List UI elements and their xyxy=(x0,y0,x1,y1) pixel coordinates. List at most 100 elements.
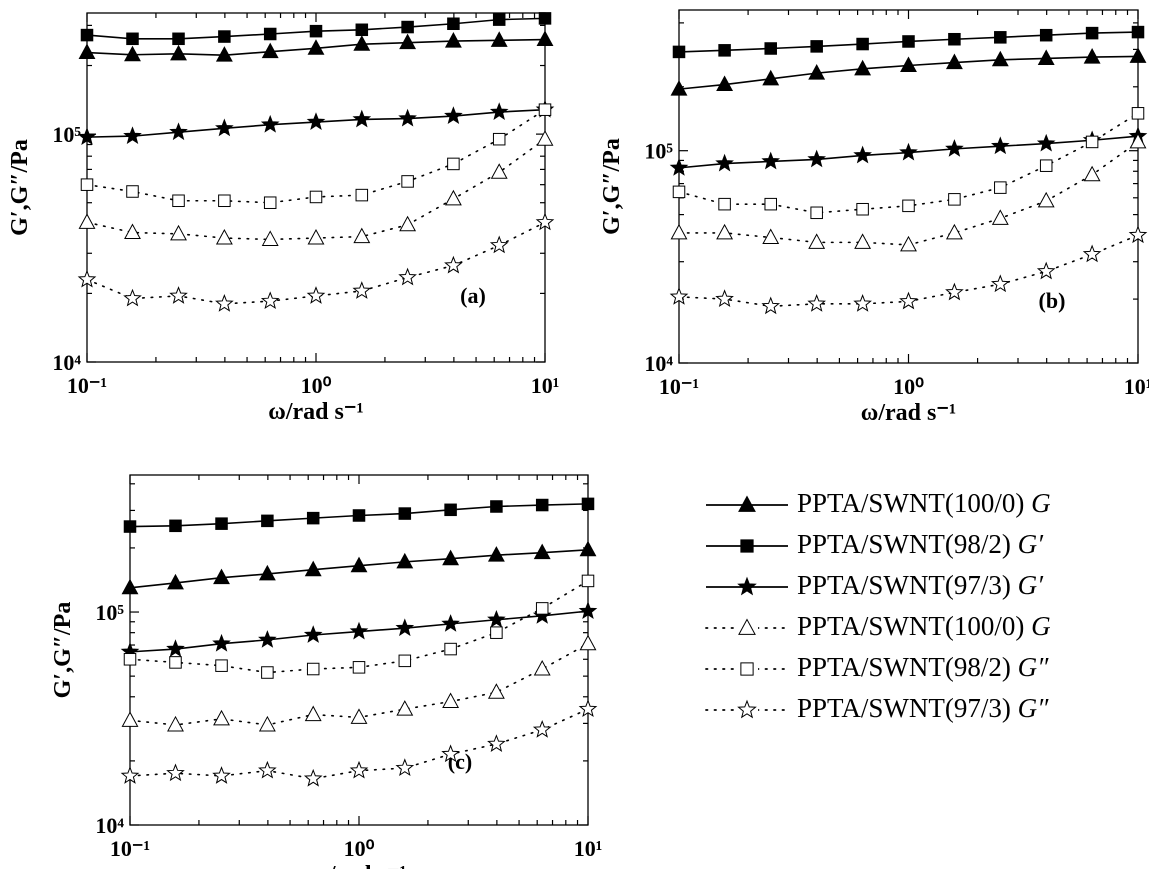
y-tick-label: 10⁴ xyxy=(644,351,673,376)
data-point xyxy=(350,708,368,724)
data-point xyxy=(170,224,187,241)
data-point xyxy=(490,31,508,47)
legend-item-98-2-g-double-prime: PPTA/SWNT(98/2) G″ xyxy=(702,652,1132,693)
data-point xyxy=(352,281,372,299)
x-tick-label: 10¹ xyxy=(574,836,603,861)
data-point xyxy=(303,625,323,643)
data-point xyxy=(120,766,140,784)
data-point xyxy=(401,175,414,188)
data-point xyxy=(489,102,509,120)
data-point xyxy=(258,760,277,779)
data-point xyxy=(77,269,97,288)
panel-label: (a) xyxy=(460,283,486,308)
data-point xyxy=(761,296,781,315)
legend-marker xyxy=(737,699,757,719)
series-line xyxy=(678,141,1139,246)
x-axis-label: ω/rad s⁻¹ xyxy=(311,862,406,869)
data-point xyxy=(994,31,1007,44)
data-point xyxy=(170,44,187,61)
data-point xyxy=(167,573,184,590)
data-point xyxy=(718,44,731,57)
data-point xyxy=(538,12,552,25)
y-tick-label: 10⁵ xyxy=(52,122,81,147)
data-point xyxy=(536,130,554,146)
data-point xyxy=(258,630,277,648)
data-point xyxy=(306,662,320,676)
data-point xyxy=(533,659,551,676)
series-s97_gp xyxy=(120,601,598,660)
data-point xyxy=(490,626,503,639)
data-point xyxy=(581,497,595,511)
data-point xyxy=(490,163,508,179)
legend-symbol: G xyxy=(1031,611,1051,641)
series-s97_gpp xyxy=(120,699,598,787)
data-point xyxy=(395,618,415,637)
x-tick-label: 10⁻¹ xyxy=(67,373,107,398)
data-point xyxy=(538,103,552,116)
data-point xyxy=(398,654,412,668)
data-point xyxy=(945,282,964,301)
data-point xyxy=(1083,48,1101,64)
data-point xyxy=(853,294,872,312)
chart-panel-b: 10⁻¹ 10⁰ 10¹ 10⁴ 10⁵ ω/rad s⁻¹ G′,G″/Pa (b) xyxy=(599,9,1149,426)
data-point xyxy=(124,45,141,62)
data-point xyxy=(212,633,231,652)
data-point xyxy=(352,509,366,522)
data-point xyxy=(355,23,369,37)
data-point xyxy=(1085,26,1099,40)
data-point xyxy=(123,653,137,666)
legend-item-97-3-g-double-prime: PPTA/SWNT(97/3) G″ xyxy=(702,693,1132,734)
data-point xyxy=(261,42,279,59)
data-point xyxy=(261,230,279,246)
data-point xyxy=(1128,225,1148,244)
data-point xyxy=(169,122,188,141)
data-point xyxy=(401,20,414,34)
data-point xyxy=(447,157,460,171)
data-point xyxy=(441,744,460,763)
data-point xyxy=(487,546,505,562)
data-point xyxy=(169,286,188,304)
data-point xyxy=(762,69,780,86)
series-s98_gp xyxy=(672,25,1145,59)
y-tick-label: 10⁴ xyxy=(95,813,124,838)
data-point xyxy=(902,199,915,213)
legend-symbol: G′ xyxy=(1017,570,1043,600)
data-point xyxy=(441,614,460,632)
data-point xyxy=(762,228,780,245)
legend-marker xyxy=(737,576,757,596)
data-point xyxy=(669,287,689,305)
data-point xyxy=(490,500,503,513)
legend-marker xyxy=(738,495,756,512)
data-point xyxy=(77,127,97,146)
data-point xyxy=(715,153,734,172)
data-point xyxy=(396,552,414,569)
series-s98_gp xyxy=(80,12,552,46)
legend-marker xyxy=(738,618,756,635)
data-point xyxy=(902,35,915,48)
data-point xyxy=(854,233,872,249)
series-line xyxy=(86,138,546,241)
data-point xyxy=(444,189,462,206)
data-point xyxy=(994,181,1007,194)
data-point xyxy=(1039,159,1053,172)
data-point xyxy=(899,142,918,161)
legend-item-98-2-g-prime: PPTA/SWNT(98/2) G′ xyxy=(702,529,1132,570)
data-point xyxy=(306,511,320,525)
data-point xyxy=(442,549,460,566)
data-point xyxy=(536,30,554,47)
data-point xyxy=(126,185,139,198)
data-point xyxy=(579,634,597,651)
data-point xyxy=(444,255,463,274)
data-point xyxy=(444,642,457,656)
legend-swatch xyxy=(705,658,789,680)
data-point xyxy=(672,45,686,59)
data-point xyxy=(718,197,731,211)
data-point xyxy=(398,267,417,286)
panel-label: (b) xyxy=(1039,288,1066,313)
legend: PPTA/SWNT(100/0) G PPTA/SWNT(98/2) G′ PP… xyxy=(702,488,1132,734)
data-point xyxy=(578,601,598,620)
data-point xyxy=(856,202,869,216)
data-point xyxy=(761,151,781,170)
data-point xyxy=(80,178,94,191)
series-s97_gp xyxy=(77,99,555,146)
